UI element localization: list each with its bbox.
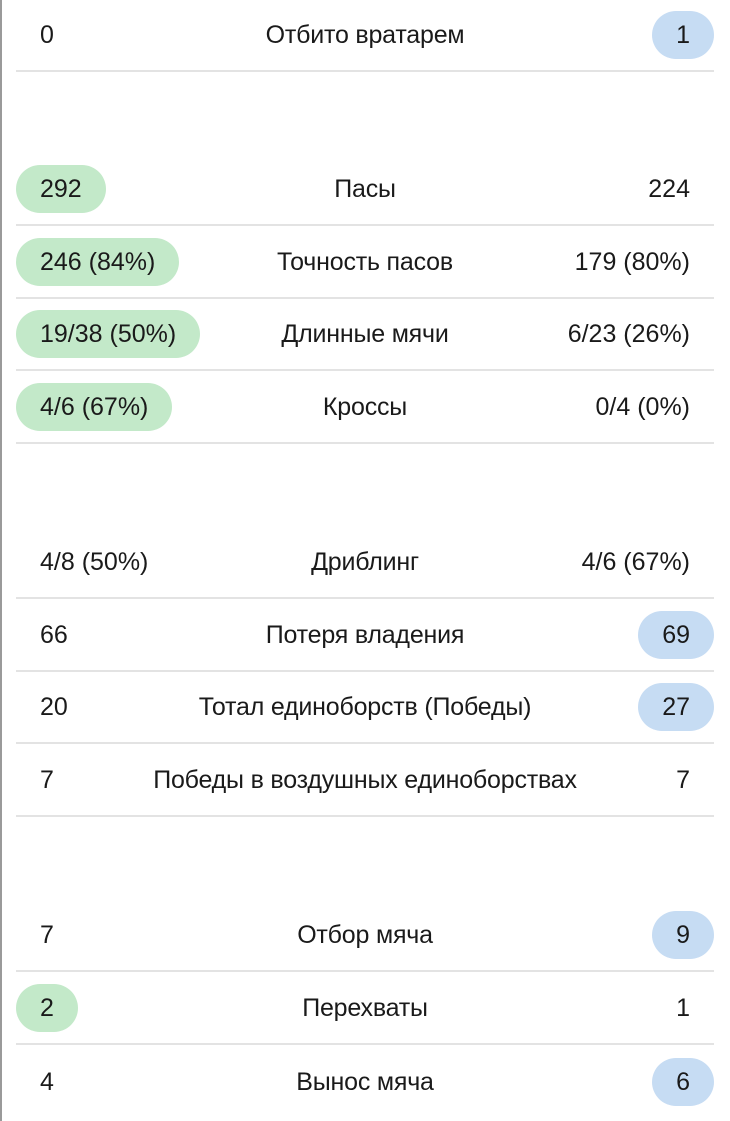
stat-label: Кроссы [322, 393, 408, 421]
home-value-highlight: 2 [16, 984, 78, 1032]
stat-label: Тотал единоборств (Победы) [198, 693, 532, 721]
home-value: 0 [40, 21, 54, 49]
away-value: 224 [648, 175, 690, 203]
stat-row-saves: 0 Отбито вратарем 1 [16, 0, 714, 72]
away-value: 7 [676, 766, 690, 794]
stat-label: Потеря владения [265, 621, 465, 649]
stat-row-tackles: 7 Отбор мяча 9 [16, 900, 714, 972]
home-value: 7 [40, 921, 54, 949]
away-value: 1 [676, 994, 690, 1022]
stat-row-dribbling: 4/8 (50%) Дриблинг 4/6 (67%) [16, 527, 714, 599]
away-value: 0/4 (0%) [595, 393, 690, 421]
away-value-highlight: 6 [652, 1058, 714, 1106]
away-value-highlight: 69 [638, 611, 714, 659]
home-value-highlight: 4/6 (67%) [16, 383, 173, 431]
stat-label: Отбито вратарем [265, 21, 465, 49]
home-value: 4 [40, 1068, 54, 1096]
stat-row-interceptions: 2 Перехваты 1 [16, 973, 714, 1045]
away-value-highlight: 27 [638, 683, 714, 731]
stat-row-aerial-duels-won: 7 Победы в воздушных единоборствах 7 [16, 745, 714, 817]
stat-label: Длинные мячи [281, 320, 449, 348]
home-value: 7 [40, 766, 54, 794]
stat-label: Перехваты [302, 994, 428, 1022]
home-value-highlight: 292 [16, 165, 106, 213]
away-value-highlight: 9 [652, 911, 714, 959]
stat-row-crosses: 4/6 (67%) Кроссы 0/4 (0%) [16, 372, 714, 444]
away-value-highlight: 1 [652, 11, 714, 59]
away-value: 4/6 (67%) [581, 548, 690, 576]
stat-label: Победы в воздушных единоборствах [153, 766, 577, 794]
home-value-highlight: 246 (84%) [16, 238, 180, 286]
stat-row-long-balls: 19/38 (50%) Длинные мячи 6/23 (26%) [16, 299, 714, 371]
home-value: 20 [40, 693, 68, 721]
home-value: 66 [40, 621, 68, 649]
home-value-highlight: 19/38 (50%) [16, 310, 201, 358]
stat-label: Дриблинг [311, 548, 419, 576]
stat-label: Вынос мяча [296, 1068, 434, 1096]
left-edge-line [0, 0, 2, 1121]
home-value: 4/8 (50%) [40, 548, 149, 576]
stat-row-passes: 292 Пасы 224 [16, 154, 714, 226]
stat-label: Отбор мяча [297, 921, 433, 949]
stat-row-pass-accuracy: 246 (84%) Точность пасов 179 (80%) [16, 227, 714, 299]
away-value: 179 (80%) [574, 248, 690, 276]
stat-row-possession-lost: 66 Потеря владения 69 [16, 600, 714, 672]
away-value: 6/23 (26%) [567, 320, 690, 348]
stat-row-clearances: 4 Вынос мяча 6 [16, 1046, 714, 1118]
stat-label: Точность пасов [277, 248, 453, 276]
stat-row-duels-won: 20 Тотал единоборств (Победы) 27 [16, 672, 714, 744]
stat-label: Пасы [334, 175, 396, 203]
